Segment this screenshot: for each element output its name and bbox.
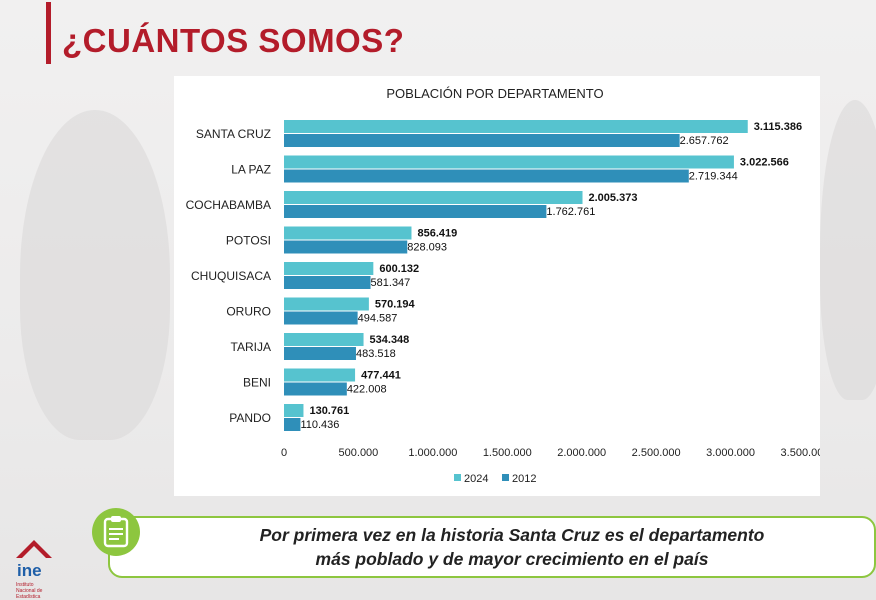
value-label-2012: 110.436: [300, 419, 339, 431]
bar-2012: [284, 311, 358, 325]
legend-swatch-2012: [502, 474, 509, 481]
category-label: COCHABAMBA: [186, 198, 271, 212]
ine-logo: [16, 540, 52, 558]
value-label-2012: 1.762.761: [546, 206, 595, 218]
banner-line-2: más poblado y de mayor crecimiento en el…: [315, 549, 709, 569]
x-tick-label: 2.500.000: [632, 447, 681, 459]
value-label-2024: 856.419: [417, 228, 457, 240]
population-bar-chart: POBLACIÓN POR DEPARTAMENTO SANTA CRUZ LA …: [186, 86, 820, 485]
bar-2012: [284, 347, 356, 360]
value-label-2024: 130.761: [309, 405, 349, 417]
category-label: POTOSI: [226, 234, 271, 248]
chart-card: POBLACIÓN POR DEPARTAMENTO SANTA CRUZ LA …: [174, 76, 820, 496]
value-label-2024: 570.194: [375, 299, 416, 311]
category-label: LA PAZ: [231, 163, 271, 177]
value-label-2024: 600.132: [379, 263, 419, 275]
x-tick-label: 1.500.000: [483, 447, 532, 459]
value-label-2012: 483.518: [356, 348, 396, 360]
x-tick-label: 3.500.000: [781, 447, 820, 459]
bar-2024: [284, 155, 734, 169]
chart-title: POBLACIÓN POR DEPARTAMENTO: [386, 86, 603, 101]
value-label-2024: 3.115.386: [754, 121, 802, 133]
page-title: ¿CUÁNTOS SOMOS?: [62, 22, 405, 59]
x-tick-label: 3.000.000: [706, 447, 755, 459]
bar-2024: [284, 120, 748, 133]
bar-2024: [284, 333, 364, 346]
value-label-2012: 422.008: [347, 384, 387, 396]
logo-text: ine: [17, 561, 42, 580]
value-label-2024: 3.022.566: [740, 157, 789, 169]
value-label-2012: 828.093: [407, 242, 447, 254]
category-label: TARIJA: [231, 340, 271, 354]
bar-2012: [284, 382, 347, 396]
x-tick-label: 2.000.000: [557, 447, 606, 459]
bar-2012: [284, 134, 680, 147]
banner-text: Por primera vez en la historia Santa Cru…: [220, 523, 765, 571]
title-accent-bar: [46, 2, 51, 64]
legend-label-2012: 2012: [512, 473, 536, 485]
bar-2024: [284, 262, 374, 275]
legend-swatch-2024: [454, 474, 461, 481]
value-label-2012: 581.347: [371, 277, 411, 289]
bar-2024: [284, 226, 412, 240]
value-label-2012: 494.587: [358, 313, 398, 325]
category-label: SANTA CRUZ: [196, 127, 271, 141]
bar-2012: [284, 169, 689, 183]
value-label-2012: 2.719.344: [689, 171, 738, 183]
bar-2024: [284, 191, 583, 204]
x-tick-label: 1.000.000: [408, 447, 457, 459]
x-tick-label: 0: [281, 447, 287, 459]
category-label: PANDO: [229, 411, 271, 425]
value-label-2024: 477.441: [361, 370, 401, 382]
background-figure-right: [820, 100, 876, 400]
value-label-2024: 2.005.373: [589, 192, 638, 204]
bar-2012: [284, 418, 301, 431]
category-label: CHUQUISACA: [191, 269, 271, 283]
value-label-2024: 534.348: [370, 334, 410, 346]
x-tick-label: 500.000: [339, 447, 379, 459]
bar-2012: [284, 205, 547, 218]
banner-line-1: Por primera vez en la historia Santa Cru…: [259, 525, 765, 545]
category-label: BENI: [243, 376, 271, 390]
clipboard-icon: [92, 508, 140, 556]
bar-2012: [284, 240, 408, 254]
highlight-banner: Por primera vez en la historia Santa Cru…: [108, 516, 876, 578]
bar-2024: [284, 404, 304, 417]
value-label-2012: 2.657.762: [680, 135, 729, 147]
bar-2024: [284, 297, 369, 311]
legend-label-2024: 2024: [464, 473, 488, 485]
logo-subtitle: Instituto Nacional de Estadística: [16, 582, 43, 600]
bar-2024: [284, 368, 356, 382]
background-figure-left: [20, 110, 170, 440]
bar-2012: [284, 276, 371, 289]
category-label: ORURO: [226, 305, 271, 319]
